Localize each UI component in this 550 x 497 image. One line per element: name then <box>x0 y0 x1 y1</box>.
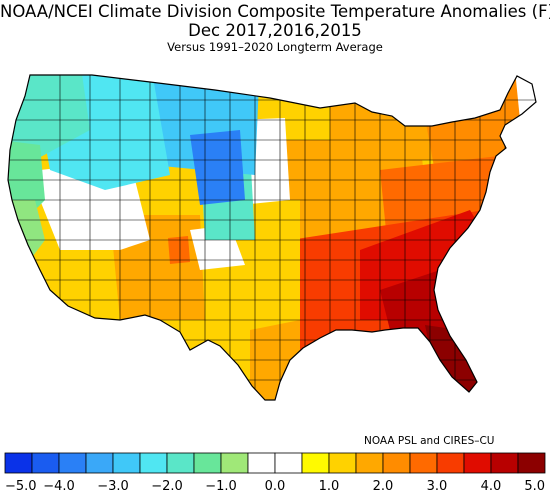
legend-tick-label: 1.0 <box>319 479 340 494</box>
region-colorado-high <box>168 236 190 264</box>
legend-swatch <box>139 452 168 474</box>
legend-swatch <box>490 452 519 474</box>
legend-swatch <box>193 452 222 474</box>
legend-swatch <box>247 452 276 474</box>
map-baseline-note: Versus 1991–2020 Longterm Average <box>167 40 383 54</box>
legend-swatch <box>166 452 195 474</box>
legend-swatch <box>409 452 438 474</box>
legend-tick-label: −5.0 <box>5 479 37 494</box>
legend-tick-label: −2.0 <box>151 479 183 494</box>
color-scale-legend: −5.0 −4.0 −3.0 −2.0 −1.0 0.0 1.0 2.0 3.0 4.0 5.0 <box>4 452 546 494</box>
legend-swatch <box>436 452 465 474</box>
legend-swatch <box>328 452 357 474</box>
region-washington-west <box>10 75 90 160</box>
legend-tick-label: −3.0 <box>97 479 129 494</box>
legend-tick-label: 5.0 <box>524 479 545 494</box>
legend-swatch <box>85 452 114 474</box>
legend-swatch <box>355 452 384 474</box>
legend-swatch <box>220 452 249 474</box>
legend-swatch <box>274 452 303 474</box>
data-credit: NOAA PSL and CIRES–CU <box>364 435 495 447</box>
map-title: NOAA/NCEI Climate Division Composite Tem… <box>0 2 550 21</box>
legend-tick-label: 3.0 <box>427 479 448 494</box>
legend-tick-label: 0.0 <box>265 479 286 494</box>
region-dakotas-core <box>190 130 245 205</box>
legend-swatch <box>4 452 33 474</box>
legend-swatch <box>58 452 87 474</box>
legend-tick-label: −4.0 <box>43 479 75 494</box>
region-near-normal-new-england <box>515 75 536 120</box>
legend-swatch <box>31 452 60 474</box>
legend-swatch <box>517 452 546 474</box>
legend-swatch <box>382 452 411 474</box>
map-date-range: Dec 2017,2016,2015 <box>188 21 362 40</box>
legend-tick-label: −1.0 <box>205 479 237 494</box>
legend-swatch <box>301 452 330 474</box>
legend-swatch <box>463 452 492 474</box>
us-anomaly-map <box>7 74 537 401</box>
legend-swatch <box>112 452 141 474</box>
legend-tick-label: 2.0 <box>373 479 394 494</box>
legend-tick-label: 4.0 <box>481 479 502 494</box>
region-south-texas <box>250 320 300 400</box>
